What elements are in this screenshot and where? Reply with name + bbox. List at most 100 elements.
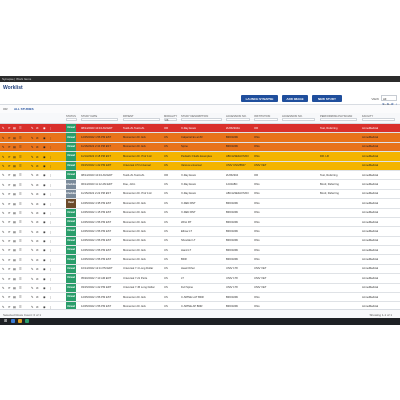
column-header[interactable]: STATUS — [66, 115, 76, 118]
menu-icon[interactable]: ☰ — [19, 267, 22, 272]
refresh-icon[interactable]: ⟳ — [8, 239, 11, 244]
refresh-icon[interactable]: ⟳ — [8, 267, 11, 272]
refresh-icon[interactable]: ⟳ — [8, 295, 11, 300]
report-icon[interactable]: ▤ — [13, 126, 16, 131]
refresh-icon[interactable]: ⟳ — [8, 201, 11, 206]
edit-icon[interactable]: ✎ — [2, 173, 5, 178]
more-icon[interactable]: ⋮ — [49, 248, 52, 253]
settings-icon[interactable]: ⚙ — [390, 102, 394, 106]
report-icon[interactable]: ▤ — [13, 304, 16, 309]
menu-icon[interactable]: ☰ — [19, 257, 22, 262]
more-icon[interactable]: ⋮ — [49, 267, 52, 272]
refresh-icon[interactable]: ⟳ — [8, 229, 11, 234]
view-icon[interactable]: ◉ — [43, 210, 46, 215]
more-icon[interactable]: ⋮ — [49, 220, 52, 225]
edit-icon[interactable]: ✎ — [2, 239, 5, 244]
edit-icon[interactable]: ✎ — [2, 295, 5, 300]
column-filter-input[interactable] — [254, 118, 278, 121]
block-icon[interactable]: ⊘ — [36, 126, 39, 131]
edit-icon[interactable]: ✎ — [2, 304, 5, 309]
column-filter-input[interactable] — [123, 118, 160, 121]
report-icon[interactable]: ▤ — [13, 286, 16, 291]
note-icon[interactable]: ✎ — [31, 304, 34, 309]
menu-icon[interactable]: ☰ — [19, 210, 22, 215]
edit-icon[interactable]: ✎ — [2, 210, 5, 215]
block-icon[interactable]: ⊘ — [36, 201, 39, 206]
view-icon[interactable]: ◉ — [43, 220, 46, 225]
refresh-icon[interactable]: ⟳ — [8, 163, 11, 168]
table-row[interactable]: ✎ ⟳ ▤ ☰ ✎ ⊘ ◉ ⋮ Unread 05/20/2022 7:13 AM EDT Univ… — [0, 274, 400, 284]
refresh-icon[interactable]: ⟳ — [8, 126, 11, 131]
block-icon[interactable]: ⊘ — [36, 257, 39, 262]
note-icon[interactable]: ✎ — [31, 192, 34, 197]
view-icon[interactable]: ◉ — [43, 257, 46, 262]
view-icon[interactable]: ◉ — [43, 182, 46, 187]
refresh-icon[interactable]: ⟳ — [8, 154, 11, 159]
table-row[interactable]: ✎ ⟳ ▤ ☰ ✎ ⊘ ◉ ⋮ Unread 11/14/2022 3:18 PM EST Mome… — [0, 152, 400, 162]
more-icon[interactable]: ⋮ — [49, 154, 52, 159]
refresh-icon[interactable]: ⟳ — [8, 135, 11, 140]
explorer-icon[interactable] — [11, 319, 15, 323]
more-icon[interactable]: ⋮ — [49, 126, 52, 131]
report-icon[interactable]: ▤ — [13, 192, 16, 197]
report-icon[interactable]: ▤ — [13, 145, 16, 150]
tab-or[interactable]: OR — [3, 107, 8, 111]
note-icon[interactable]: ✎ — [31, 239, 34, 244]
note-icon[interactable]: ✎ — [31, 220, 34, 225]
refresh-icon[interactable]: ⟳ — [8, 304, 11, 309]
view-icon[interactable]: ◉ — [43, 239, 46, 244]
report-icon[interactable]: ▤ — [13, 295, 16, 300]
menu-icon[interactable]: ☰ — [19, 192, 22, 197]
edit-icon[interactable]: ✎ — [2, 276, 5, 281]
table-row[interactable]: ✎ ⟳ ▤ ☰ ✎ ⊘ ◉ ⋮ Unread 03/15/2022 1:22 PM EDT Univ… — [0, 161, 400, 171]
report-icon[interactable]: ▤ — [13, 220, 16, 225]
block-icon[interactable]: ⊘ — [36, 135, 39, 140]
folder-icon[interactable] — [18, 319, 22, 323]
more-icon[interactable]: ⋮ — [49, 182, 52, 187]
note-icon[interactable]: ✎ — [31, 201, 34, 206]
report-icon[interactable]: ▤ — [13, 135, 16, 140]
refresh-icon[interactable]: ⟳ — [8, 220, 11, 225]
note-icon[interactable]: ✎ — [31, 276, 34, 281]
note-icon[interactable]: ✎ — [31, 163, 34, 168]
report-icon[interactable]: ▤ — [13, 210, 16, 215]
view-icon[interactable]: ◉ — [43, 304, 46, 309]
edit-icon[interactable]: ✎ — [2, 126, 5, 131]
report-icon[interactable]: ▤ — [13, 267, 16, 272]
edit-icon[interactable]: ✎ — [2, 135, 5, 140]
block-icon[interactable]: ⊘ — [36, 239, 39, 244]
refresh-icon[interactable]: ⟳ — [8, 248, 11, 253]
table-row[interactable]: ✎ ⟳ ▤ ☰ ✎ ⊘ ◉ ⋮ Unread 10/14/2022 12:11 PM EDT Uni… — [0, 264, 400, 275]
more-icon[interactable]: ⋮ — [49, 239, 52, 244]
view-icon[interactable]: ◉ — [43, 135, 46, 140]
note-icon[interactable]: ✎ — [31, 135, 34, 140]
edit-icon[interactable]: ✎ — [2, 220, 5, 225]
more-icon[interactable]: ⋮ — [49, 201, 52, 206]
more-icon[interactable]: ⋮ — [49, 163, 52, 168]
menu-icon[interactable]: ☰ — [19, 229, 22, 234]
edit-icon[interactable]: ✎ — [2, 257, 5, 262]
menu-icon[interactable]: ☰ — [19, 126, 22, 131]
more-icon[interactable]: ⋮ — [49, 286, 52, 291]
report-icon[interactable]: ▤ — [13, 154, 16, 159]
note-icon[interactable]: ✎ — [31, 145, 34, 150]
report-icon[interactable]: ▤ — [13, 182, 16, 187]
view-icon[interactable]: ◉ — [43, 173, 46, 178]
menu-icon[interactable]: ☰ — [19, 201, 22, 206]
more-icon[interactable]: ⋮ — [49, 257, 52, 262]
menu-icon[interactable]: ☰ — [19, 220, 22, 225]
view-icon[interactable]: ◉ — [43, 163, 46, 168]
view-icon[interactable]: ◉ — [43, 248, 46, 253]
menu-icon[interactable]: ☰ — [19, 135, 22, 140]
menu-icon[interactable]: ☰ — [19, 163, 22, 168]
report-icon[interactable]: ▤ — [13, 173, 16, 178]
view-icon[interactable]: ◉ — [43, 154, 46, 159]
note-icon[interactable]: ✎ — [31, 248, 34, 253]
report-icon[interactable]: ▤ — [13, 276, 16, 281]
download-icon[interactable]: ⤓ — [395, 102, 397, 106]
more-icon[interactable]: ⋮ — [49, 276, 52, 281]
menu-icon[interactable]: ☰ — [19, 173, 22, 178]
edit-icon[interactable]: ✎ — [2, 192, 5, 197]
